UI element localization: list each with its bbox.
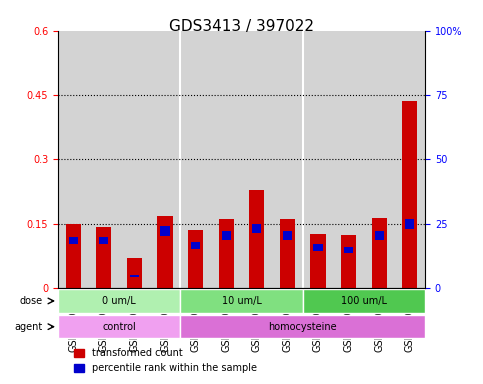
- Text: dose: dose: [19, 296, 43, 306]
- Bar: [66, 224, 81, 288]
- Bar: [96, 227, 112, 288]
- Bar: [341, 235, 356, 288]
- Bar: [160, 226, 170, 235]
- Text: control: control: [102, 322, 136, 332]
- Bar: [222, 232, 231, 240]
- Text: 0 um/L: 0 um/L: [102, 296, 136, 306]
- Bar: [252, 224, 261, 233]
- Bar: [219, 219, 234, 288]
- Bar: [249, 190, 265, 288]
- FancyBboxPatch shape: [58, 315, 180, 338]
- Legend: transformed count, percentile rank within the sample: transformed count, percentile rank withi…: [70, 344, 260, 377]
- Bar: [375, 232, 384, 240]
- Bar: [157, 216, 173, 288]
- Bar: [311, 235, 326, 288]
- Text: 100 um/L: 100 um/L: [341, 296, 387, 306]
- Bar: [313, 244, 323, 251]
- Bar: [371, 218, 387, 288]
- FancyBboxPatch shape: [180, 290, 303, 313]
- FancyBboxPatch shape: [58, 290, 180, 313]
- Text: 10 um/L: 10 um/L: [222, 296, 261, 306]
- Text: homocysteine: homocysteine: [269, 322, 337, 332]
- Text: agent: agent: [14, 322, 43, 332]
- FancyBboxPatch shape: [180, 315, 425, 338]
- Text: GDS3413 / 397022: GDS3413 / 397022: [169, 19, 314, 34]
- FancyBboxPatch shape: [303, 290, 425, 313]
- Bar: [402, 101, 417, 288]
- Bar: [283, 232, 292, 240]
- Bar: [69, 237, 78, 244]
- Bar: [99, 237, 109, 244]
- Bar: [344, 247, 353, 253]
- Bar: [127, 258, 142, 288]
- Bar: [405, 218, 414, 229]
- Bar: [280, 218, 295, 288]
- Bar: [191, 242, 200, 249]
- Bar: [130, 275, 139, 277]
- Bar: [188, 230, 203, 288]
